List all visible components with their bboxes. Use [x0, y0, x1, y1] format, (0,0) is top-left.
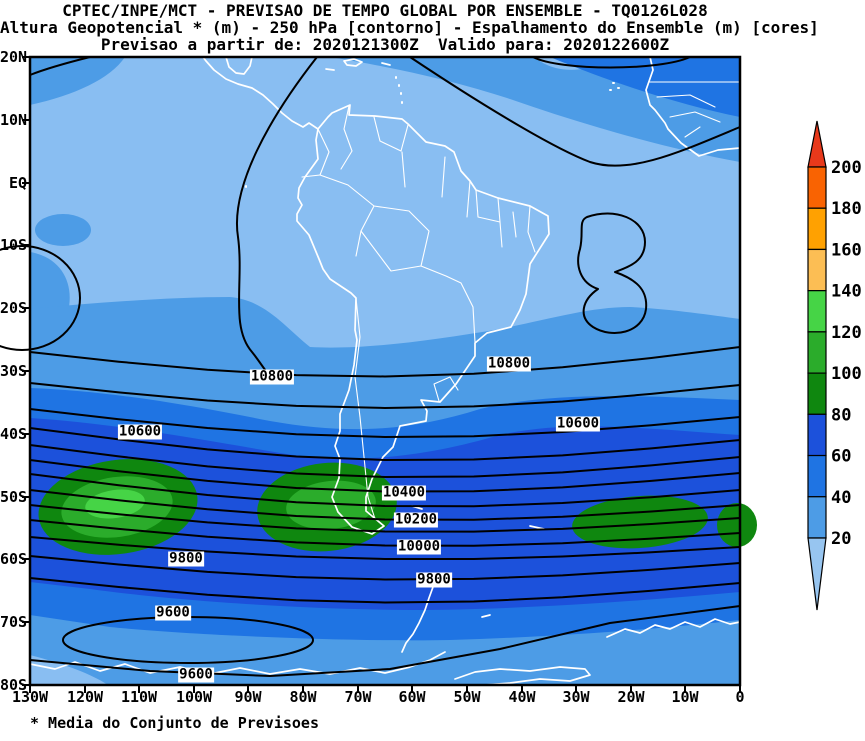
- lat-tick-label: 80S: [0, 676, 28, 694]
- axis-ticks: [22, 56, 741, 693]
- lon-tick-label: 10W: [671, 688, 699, 706]
- lon-tick-label: 60W: [398, 688, 426, 706]
- coastlines: [29, 56, 741, 686]
- lat-tick-label: 60S: [0, 550, 28, 568]
- colorbar-tick-label: 80: [831, 405, 851, 425]
- island-dots: [245, 76, 620, 188]
- colorbar-tick-label: 100: [831, 364, 862, 384]
- colorbar-tick-label: 180: [831, 199, 862, 219]
- chart-subtitle: Altura Geopotencial * (m) - 250 hPa [con…: [0, 18, 819, 37]
- lon-tick-label: 80W: [289, 688, 317, 706]
- contour-label: 10600: [117, 423, 163, 440]
- lon-tick-label: 70W: [344, 688, 372, 706]
- contour-label: 9600: [178, 666, 214, 683]
- lat-tick-label: EQ: [8, 174, 27, 192]
- footnote: * Media do Conjunto de Previsoes: [30, 714, 319, 732]
- colorbar-tick-label: 140: [831, 282, 862, 302]
- lat-tick-label: 40S: [0, 425, 28, 443]
- lon-tick-label: 50W: [453, 688, 481, 706]
- lat-tick-label: 20N: [0, 48, 28, 66]
- lat-tick-label: 70S: [0, 613, 28, 631]
- lat-tick-label: 10N: [0, 111, 28, 129]
- contour-label: 10600: [555, 415, 601, 432]
- lat-tick-label: 50S: [0, 488, 28, 506]
- chart-title: CPTEC/INPE/MCT - PREVISAO DE TEMPO GLOBA…: [62, 1, 708, 20]
- lon-tick-label: 100W: [175, 688, 213, 706]
- lat-tick-label: 20S: [0, 299, 28, 317]
- lon-tick-label: 0: [735, 688, 745, 706]
- contour-label: 10000: [396, 538, 442, 555]
- lon-tick-label: 20W: [617, 688, 645, 706]
- chart-valid-time: Previsao a partir de: 2020121300Z Valido…: [100, 35, 670, 54]
- lon-tick-label: 90W: [234, 688, 262, 706]
- lon-tick-label: 110W: [120, 688, 158, 706]
- contour-label: 9800: [416, 571, 452, 588]
- lon-tick-label: 130W: [11, 688, 49, 706]
- lon-tick-label: 30W: [562, 688, 590, 706]
- colorbar-tick-label: 200: [831, 158, 862, 178]
- map-frame: [28, 55, 742, 687]
- lat-tick-label: 30S: [0, 362, 28, 380]
- country-borders: [301, 81, 741, 520]
- contour-label: 10400: [381, 484, 427, 501]
- spread-core-pacific: [38, 459, 198, 555]
- lon-tick-label: 120W: [66, 688, 104, 706]
- map-canvas: [0, 55, 757, 693]
- lat-tick-label: 10S: [0, 236, 28, 254]
- contour-label: 9600: [155, 604, 191, 621]
- spread-core-atlantic: [572, 495, 757, 549]
- contour-label: 10200: [393, 511, 439, 528]
- colorbar-tick-label: 60: [831, 447, 851, 467]
- colorbar-tick-label: 120: [831, 323, 862, 343]
- contour-label: 9800: [168, 550, 204, 567]
- colorbar-tick-label: 40: [831, 488, 851, 508]
- lon-tick-label: 40W: [508, 688, 536, 706]
- colorbar-tick-label: 20: [831, 529, 851, 549]
- colorbar: 200 180 160 140 120 100 80 60 40 20: [807, 120, 862, 611]
- contour-label: 10800: [486, 355, 532, 372]
- contour-label: 10800: [249, 368, 295, 385]
- colorbar-tick-label: 160: [831, 240, 862, 260]
